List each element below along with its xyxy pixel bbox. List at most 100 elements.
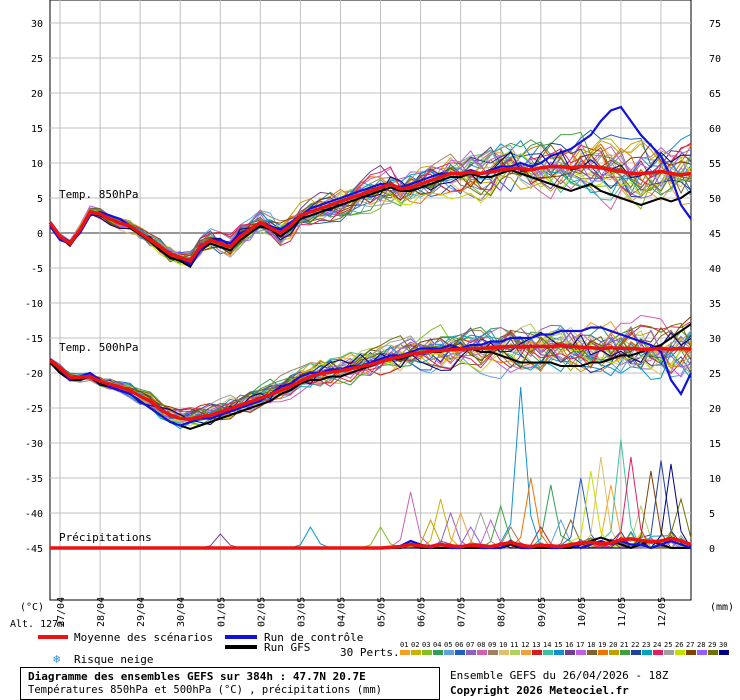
member-legend-label: 06 — [455, 641, 463, 649]
member-legend-swatch — [466, 650, 476, 655]
member-legend-swatch — [422, 650, 432, 655]
right-tick-label: 15 — [709, 439, 721, 450]
member-legend-swatch — [433, 650, 443, 655]
member-legend-swatch — [620, 650, 630, 655]
member-legend-label: 10 — [499, 641, 507, 649]
member-legend-label: 17 — [576, 641, 584, 649]
member-legend-swatch — [532, 650, 542, 655]
member-legend-swatch — [400, 650, 410, 655]
x-tick-label: 30/04 — [176, 597, 187, 627]
mean-line-precip — [50, 536, 692, 550]
member-legend-swatch — [708, 650, 718, 655]
member-legend-swatch — [488, 650, 498, 655]
member-legend-swatch — [477, 650, 487, 655]
member-legend-label: 02 — [411, 641, 419, 649]
right-tick-label: 75 — [709, 19, 721, 30]
x-tick-label: 09/05 — [537, 597, 548, 627]
member-legend-label: 08 — [477, 641, 485, 649]
left-tick-label: 10 — [31, 159, 43, 170]
member-line-t500 — [49, 326, 692, 426]
member-legend-label: 03 — [422, 641, 430, 649]
left-tick-label: -35 — [25, 474, 43, 485]
member-legend-label: 15 — [554, 641, 562, 649]
member-legend-label: 26 — [675, 641, 683, 649]
legend-gfs-label: Run GFS — [264, 641, 310, 654]
member-legend-label: 21 — [620, 641, 628, 649]
member-legend-swatch — [675, 650, 685, 655]
member-legend-swatch — [642, 650, 652, 655]
member-legend-label: 09 — [488, 641, 496, 649]
member-legend-label: 04 — [433, 641, 441, 649]
member-legend-swatch — [653, 650, 663, 655]
x-tick-label: 02/05 — [256, 597, 267, 627]
right-tick-label: 25 — [709, 369, 721, 380]
member-legend-swatch — [554, 650, 564, 655]
member-legend-swatch — [664, 650, 674, 655]
member-legend-label: 27 — [686, 641, 694, 649]
member-legend-label: 19 — [598, 641, 606, 649]
x-tick-label: 08/05 — [497, 597, 508, 627]
member-legend-swatch — [587, 650, 597, 655]
x-tick-label: 12/05 — [657, 597, 668, 627]
right-axis-unit: (mm) — [710, 602, 734, 613]
member-legend-label: 24 — [653, 641, 661, 649]
x-tick-label: 04/05 — [336, 597, 347, 627]
member-legend-label: 16 — [565, 641, 573, 649]
plot-area — [49, 0, 692, 601]
member-legend-swatch — [499, 650, 509, 655]
member-legend-label: 18 — [587, 641, 595, 649]
member-legend-swatch — [444, 650, 454, 655]
member-legend-swatch — [411, 650, 421, 655]
left-tick-label: -5 — [31, 264, 43, 275]
member-legend-label: 29 — [708, 641, 716, 649]
left-tick-label: -30 — [25, 439, 43, 450]
left-tick-label: -45 — [25, 544, 43, 555]
member-line-t500 — [49, 314, 692, 417]
member-legend-label: 25 — [664, 641, 672, 649]
left-tick-label: 30 — [31, 19, 43, 30]
label-t500: Temp. 500hPa — [59, 341, 138, 354]
member-legend-label: 01 — [400, 641, 408, 649]
left-tick-label: 15 — [31, 124, 43, 135]
right-tick-label: 50 — [709, 194, 721, 205]
perts-label: 30 Perts. — [340, 646, 400, 659]
right-tick-label: 20 — [709, 404, 721, 415]
member-legend-label: 22 — [631, 641, 639, 649]
left-tick-label: -15 — [25, 334, 43, 345]
right-tick-label: 45 — [709, 229, 721, 240]
member-legend-swatch — [686, 650, 696, 655]
right-tick-label: 0 — [709, 544, 715, 555]
left-tick-label: 5 — [37, 194, 43, 205]
left-axis: 30 25 20 15 10 5 0 -5 -10 -15 -20 -25 -30 -35 -40 -45 — [25, 19, 43, 555]
member-legend-swatch — [543, 650, 553, 655]
member-line-t500 — [49, 331, 692, 427]
left-axis-unit: (°C) — [20, 602, 44, 613]
copyright: Copyright 2026 Meteociel.fr — [450, 684, 629, 697]
member-legend-label: 20 — [609, 641, 617, 649]
x-tick-label: 28/04 — [96, 597, 107, 627]
left-tick-label: -25 — [25, 404, 43, 415]
x-tick-label: 27/04 — [56, 597, 67, 627]
member-legend-label: 12 — [521, 641, 529, 649]
member-line-t850 — [49, 154, 692, 263]
member-legend-swatch — [631, 650, 641, 655]
member-legend-swatch — [521, 650, 531, 655]
member-legend-label: 30 — [719, 641, 727, 649]
legend-control-label: Run de contrôle — [264, 631, 363, 644]
member-line-t500 — [49, 321, 692, 411]
legend-mean-label: Moyenne des scénarios — [74, 631, 213, 644]
right-tick-label: 60 — [709, 124, 721, 135]
altitude-label: Alt. 127m — [10, 619, 64, 630]
member-legend-label: 11 — [510, 641, 518, 649]
member-legend-swatch — [576, 650, 586, 655]
run-info: Ensemble GEFS du 26/04/2026 - 18Z — [450, 669, 669, 682]
footer-title: Diagramme des ensembles GEFS sur 384h : … — [28, 670, 366, 683]
right-tick-label: 30 — [709, 334, 721, 345]
legend-snow-label: Risque neige — [74, 653, 153, 666]
member-legend-swatch — [697, 650, 707, 655]
member-legend-swatch — [609, 650, 619, 655]
member-line-t500 — [49, 322, 692, 417]
member-legend-label: 14 — [543, 641, 551, 649]
member-legend-label: 05 — [444, 641, 452, 649]
